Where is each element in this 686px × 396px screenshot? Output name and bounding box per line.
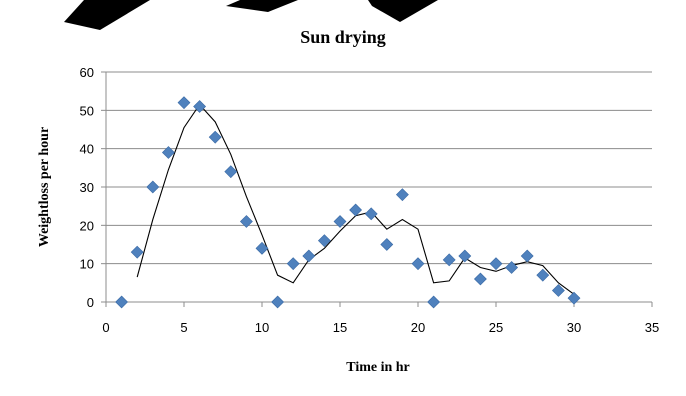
axes [101,71,653,307]
x-tick-label: 5 [180,320,187,335]
data-point [271,295,285,309]
background-decoration [64,0,438,30]
data-point [193,100,207,113]
x-tick-label: 0 [102,320,109,335]
decor-stripe-right [368,0,438,22]
data-point [567,291,581,305]
chart-title: Sun drying [300,27,386,47]
y-tick-label: 30 [80,180,94,195]
x-tick-label: 25 [489,320,503,335]
data-point [208,130,222,144]
data-point [255,241,269,255]
y-tick-label: 0 [87,295,94,310]
data-point [146,180,160,194]
data-point [536,268,550,282]
data-point [380,238,394,251]
data-points [115,96,581,309]
data-point [224,165,238,179]
data-point [520,249,534,263]
data-point [177,96,191,110]
data-point [317,234,331,248]
data-point [411,257,425,271]
y-tick-label: 60 [80,65,94,80]
y-tick-label: 10 [80,257,94,272]
data-point [302,249,316,263]
x-tick-label: 30 [567,320,581,335]
data-point [130,245,144,259]
data-point [161,146,175,159]
x-axis-title: Time in hr [346,360,410,375]
data-point [489,257,503,271]
x-tick-labels: 0 5 10 15 20 25 30 35 [102,320,659,335]
y-tick-label: 50 [80,103,94,118]
data-point [473,272,487,286]
data-point [395,188,409,202]
data-point [286,257,300,271]
data-point [349,203,363,217]
data-point [458,249,472,263]
y-tick-labels: 0 10 20 30 40 50 60 [80,65,94,310]
data-point [333,215,347,228]
x-tick-label: 10 [255,320,269,335]
x-tick-label: 20 [411,320,425,335]
data-point [364,207,378,221]
decor-stripe-left [64,0,150,30]
data-point [551,284,565,297]
decor-stripe-mid [226,0,298,12]
y-tick-label: 20 [80,218,94,233]
x-tick-label: 35 [645,320,659,335]
data-point [115,295,129,309]
y-axis-title: Weightloss per hour [37,127,52,247]
gridlines [106,71,652,265]
data-point [427,295,441,309]
data-point [505,261,519,274]
data-point [239,215,253,228]
x-tick-label: 15 [333,320,347,335]
y-tick-label: 40 [80,142,94,157]
data-point [442,253,456,267]
